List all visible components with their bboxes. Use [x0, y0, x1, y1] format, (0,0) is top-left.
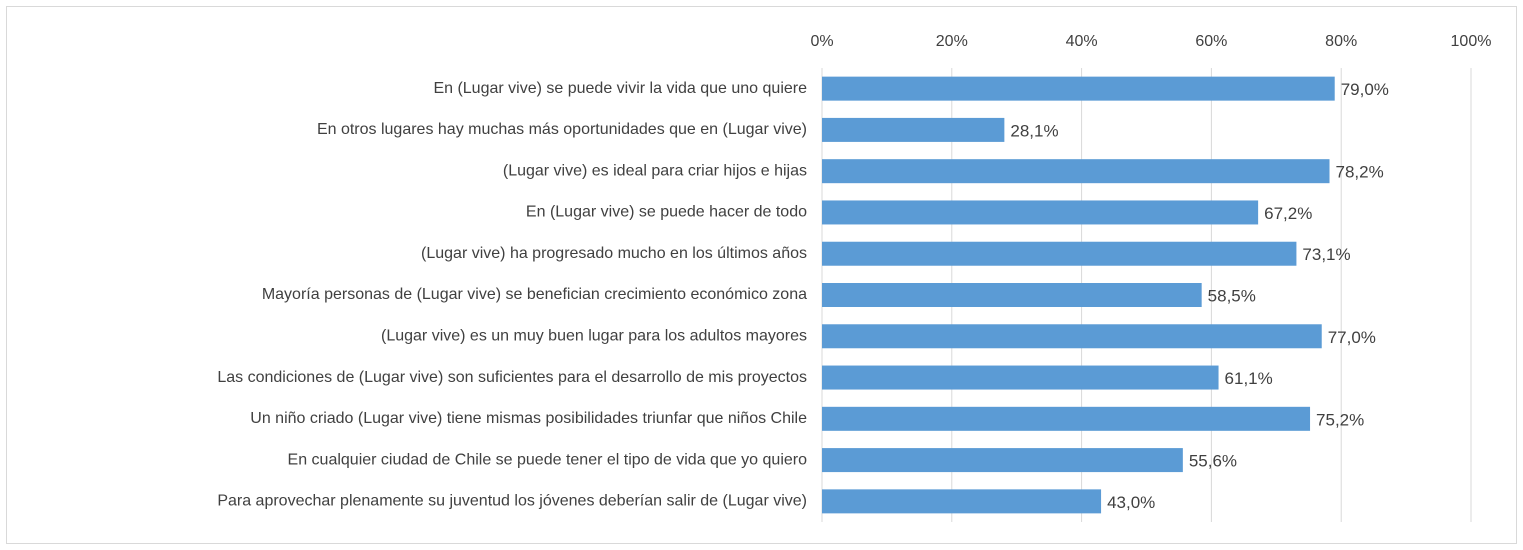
y-tick-label: Un niño criado (Lugar vive) tiene mismas…	[250, 410, 807, 427]
y-tick-label: (Lugar vive) es un muy buen lugar para l…	[381, 327, 807, 344]
y-tick-label: (Lugar vive) ha progresado mucho en los …	[421, 245, 807, 262]
bar	[822, 448, 1183, 473]
x-tick-label: 40%	[1066, 33, 1098, 50]
x-tick-label: 60%	[1195, 33, 1227, 50]
x-tick-label: 100%	[1451, 33, 1492, 50]
value-label: 67,2%	[1264, 204, 1312, 223]
y-tick-label: Para aprovechar plenamente su juventud l…	[217, 493, 807, 510]
y-tick-label: (Lugar vive) es ideal para criar hijos e…	[503, 162, 807, 179]
bar	[822, 365, 1219, 390]
value-label: 77,0%	[1328, 328, 1376, 347]
y-tick-label: En otros lugares hay muchas más oportuni…	[317, 121, 807, 138]
x-tick-label: 0%	[810, 33, 833, 50]
y-tick-label: En (Lugar vive) se puede vivir la vida q…	[433, 80, 807, 97]
bar	[822, 324, 1322, 349]
y-tick-label: En (Lugar vive) se puede hacer de todo	[526, 204, 807, 221]
value-label: 78,2%	[1336, 163, 1384, 182]
bar	[822, 159, 1330, 184]
bar	[822, 200, 1259, 225]
value-label: 55,6%	[1189, 452, 1237, 471]
value-label: 79,0%	[1341, 80, 1389, 99]
value-label: 28,1%	[1010, 121, 1058, 140]
bar	[822, 406, 1311, 431]
bar	[822, 76, 1335, 101]
value-label: 43,0%	[1107, 493, 1155, 512]
y-tick-label: Mayoría personas de (Lugar vive) se bene…	[262, 286, 807, 303]
x-tick-label: 80%	[1325, 33, 1357, 50]
y-tick-label: En cualquier ciudad de Chile se puede te…	[288, 451, 808, 468]
value-label: 73,1%	[1302, 245, 1350, 264]
bar	[822, 117, 1005, 142]
bar	[822, 241, 1297, 266]
bar	[822, 489, 1102, 514]
value-label: 75,2%	[1316, 410, 1364, 429]
bar	[822, 283, 1202, 307]
value-label: 58,5%	[1208, 286, 1256, 305]
y-tick-label: Las condiciones de (Lugar vive) son sufi…	[217, 369, 807, 386]
x-tick-label: 20%	[936, 33, 968, 50]
value-label: 61,1%	[1225, 369, 1273, 388]
